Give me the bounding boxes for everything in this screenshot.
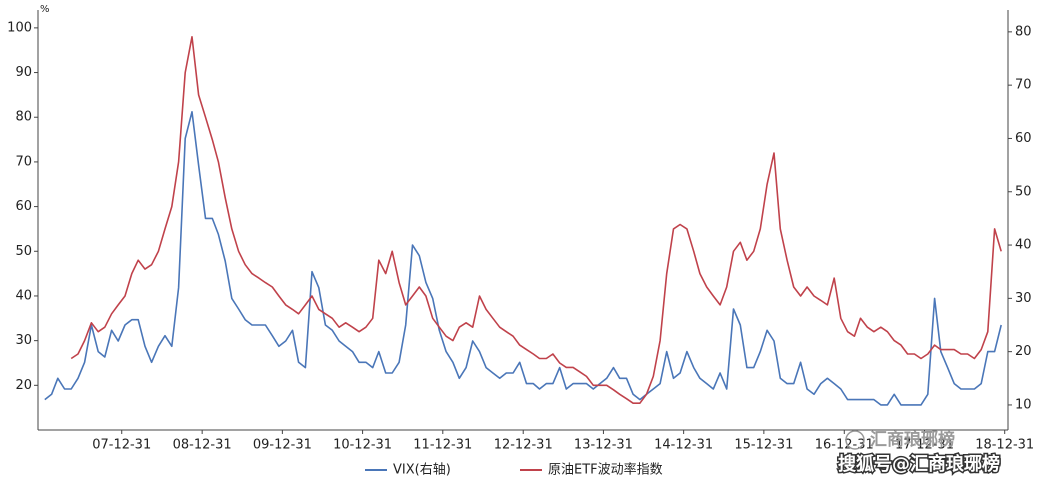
legend-label: 原油ETF波动率指数 <box>548 462 663 478</box>
y-tick-label: 100 <box>7 20 32 35</box>
source: 搜狐号@汇商琅琊榜 <box>838 453 1000 475</box>
y2-tick-label: 30 <box>1015 291 1032 306</box>
y-tick-label: 60 <box>15 199 32 214</box>
x-tick-label: 09-12-31 <box>253 438 312 453</box>
y-tick-label: 30 <box>15 333 32 348</box>
y2-tick-label: 60 <box>1015 131 1032 146</box>
x-tick-label: 08-12-31 <box>173 438 232 453</box>
y-axis-label: % <box>40 4 50 15</box>
series-line <box>70 36 1002 404</box>
y2-tick-label: 80 <box>1015 24 1032 39</box>
y2-tick-label: 40 <box>1015 238 1032 253</box>
y2-tick-label: 20 <box>1015 344 1032 359</box>
x-tick-label: 10-12-31 <box>333 438 392 453</box>
x-tick-label: 07-12-31 <box>92 438 151 453</box>
x-tick-label: 18-12-31 <box>975 438 1034 453</box>
y-tick-label: 70 <box>15 154 32 169</box>
watermark-icon <box>845 430 865 450</box>
x-tick-label: 17-12-31 <box>895 438 954 453</box>
y-tick-label: 40 <box>15 288 32 303</box>
x-tick-label: 12-12-31 <box>494 438 553 453</box>
watermark: 汇商琅琊榜 <box>870 429 955 450</box>
y-tick-label: 80 <box>15 110 32 125</box>
legend-label: VIX(右轴) <box>393 463 451 478</box>
series-line <box>44 111 1002 406</box>
x-tick-label: 14-12-31 <box>654 438 713 453</box>
x-tick-label: 13-12-31 <box>574 438 633 453</box>
y-tick-label: 20 <box>15 378 32 393</box>
y-tick-label: 90 <box>15 65 32 80</box>
y2-tick-label: 50 <box>1015 184 1032 199</box>
y-tick-label: 50 <box>15 244 32 259</box>
x-tick-label: 16-12-31 <box>815 438 874 453</box>
y2-tick-label: 10 <box>1015 397 1032 412</box>
y2-tick-label: 70 <box>1015 78 1032 93</box>
x-tick-label: 11-12-31 <box>413 438 472 453</box>
x-tick-label: 15-12-31 <box>734 438 793 453</box>
